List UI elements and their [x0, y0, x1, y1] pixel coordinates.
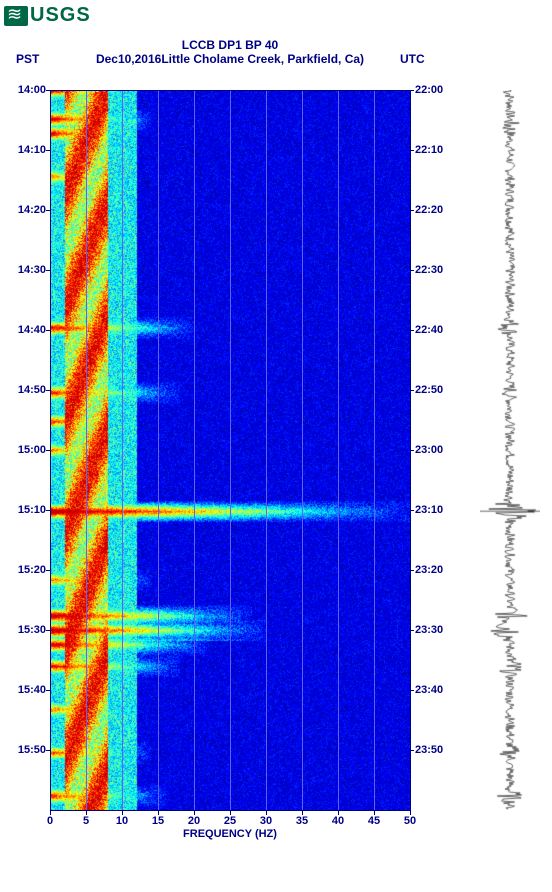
grid-line-vertical: [338, 90, 339, 810]
y-tick-right-label: 23:00: [415, 444, 443, 456]
y-tick-mark-left: [46, 690, 50, 691]
y-tick-left-label: 14:50: [10, 384, 46, 396]
y-tick-mark-right: [410, 510, 414, 511]
chart-title-location: Dec10,2016Little Cholame Creek, Parkfiel…: [0, 52, 460, 66]
y-tick-mark-right: [410, 390, 414, 391]
y-tick-mark-left: [46, 150, 50, 151]
y-tick-left-label: 15:50: [10, 744, 46, 756]
y-tick-mark-left: [46, 270, 50, 271]
y-tick-left-label: 15:30: [10, 624, 46, 636]
grid-line-vertical: [158, 90, 159, 810]
y-tick-mark-right: [410, 150, 414, 151]
grid-line-vertical: [374, 90, 375, 810]
waveform-trace: [480, 90, 540, 810]
chart-title-station: LCCB DP1 BP 40: [0, 38, 460, 52]
x-axis-label: FREQUENCY (HZ): [50, 828, 410, 840]
y-tick-left-label: 15:10: [10, 504, 46, 516]
y-tick-mark-left: [46, 510, 50, 511]
y-tick-left-label: 15:20: [10, 564, 46, 576]
usgs-logo-text: USGS: [30, 4, 91, 27]
y-tick-mark-right: [410, 690, 414, 691]
y-tick-mark-left: [46, 750, 50, 751]
y-tick-left-label: 14:40: [10, 324, 46, 336]
y-tick-left-label: 14:10: [10, 144, 46, 156]
x-tick-label: 15: [152, 815, 164, 827]
usgs-wave-icon: [4, 6, 28, 26]
y-tick-mark-right: [410, 210, 414, 211]
x-tick-label: 5: [83, 815, 89, 827]
y-tick-mark-right: [410, 750, 414, 751]
x-tick-label: 45: [368, 815, 380, 827]
y-tick-mark-right: [410, 330, 414, 331]
grid-line-vertical: [122, 90, 123, 810]
grid-line-vertical: [194, 90, 195, 810]
y-tick-mark-right: [410, 90, 414, 91]
y-tick-left-label: 14:20: [10, 204, 46, 216]
axis-top: [50, 90, 410, 91]
grid-line-vertical: [86, 90, 87, 810]
y-tick-right-label: 22:30: [415, 264, 443, 276]
x-tick-label: 40: [332, 815, 344, 827]
axis-left: [50, 90, 51, 810]
y-tick-right-label: 22:40: [415, 324, 443, 336]
y-tick-mark-right: [410, 570, 414, 571]
y-tick-right-label: 22:10: [415, 144, 443, 156]
y-tick-left-label: 15:40: [10, 684, 46, 696]
x-tick-label: 25: [224, 815, 236, 827]
x-tick-label: 35: [296, 815, 308, 827]
grid-line-vertical: [302, 90, 303, 810]
y-tick-mark-left: [46, 390, 50, 391]
y-tick-right-label: 22:00: [415, 84, 443, 96]
y-tick-right-label: 23:40: [415, 684, 443, 696]
y-tick-right-label: 23:30: [415, 624, 443, 636]
y-tick-mark-left: [46, 210, 50, 211]
usgs-logo: USGS: [4, 4, 91, 27]
x-tick-label: 30: [260, 815, 272, 827]
y-tick-mark-right: [410, 450, 414, 451]
x-tick-label: 10: [116, 815, 128, 827]
y-tick-left-label: 15:00: [10, 444, 46, 456]
y-tick-mark-left: [46, 90, 50, 91]
y-tick-mark-left: [46, 450, 50, 451]
timezone-right-label: UTC: [400, 52, 425, 66]
y-tick-mark-left: [46, 330, 50, 331]
y-tick-right-label: 22:20: [415, 204, 443, 216]
y-tick-mark-right: [410, 630, 414, 631]
grid-line-vertical: [230, 90, 231, 810]
y-tick-right-label: 22:50: [415, 384, 443, 396]
x-tick-label: 50: [404, 815, 416, 827]
y-tick-mark-right: [410, 270, 414, 271]
x-tick-label: 0: [47, 815, 53, 827]
grid-line-vertical: [266, 90, 267, 810]
x-tick-label: 20: [188, 815, 200, 827]
y-tick-left-label: 14:30: [10, 264, 46, 276]
y-tick-left-label: 14:00: [10, 84, 46, 96]
y-tick-right-label: 23:10: [415, 504, 443, 516]
y-tick-right-label: 23:50: [415, 744, 443, 756]
y-tick-mark-left: [46, 570, 50, 571]
y-tick-right-label: 23:20: [415, 564, 443, 576]
y-tick-mark-left: [46, 630, 50, 631]
